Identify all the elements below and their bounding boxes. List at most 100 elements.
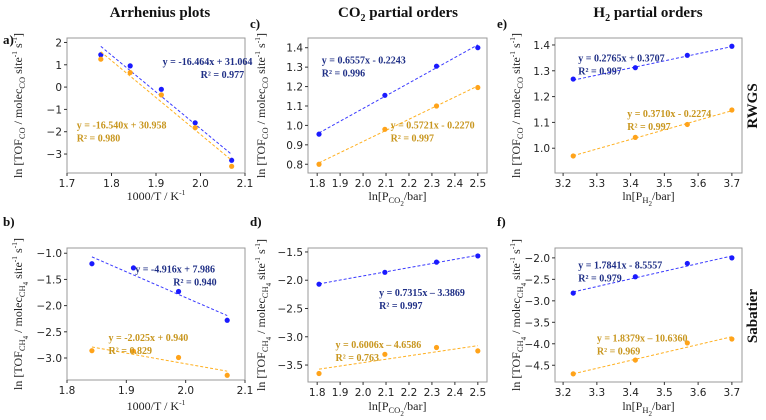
panel-label: d) [250, 214, 262, 229]
orange-fit-equation: y = 0.6006x – 4.6586 [336, 340, 422, 351]
label-segment: / molec [254, 89, 268, 128]
y-tick-label: −2.0 [37, 301, 63, 313]
label-segment: -1 [10, 51, 19, 57]
x-tick-label: 3.5 [656, 387, 673, 399]
orange-fit-line [573, 110, 733, 157]
x-tick-label: 2.1 [237, 178, 254, 190]
blue-data-point [729, 43, 735, 49]
y-tick-label: 1.0 [286, 120, 303, 132]
label-segment: site [254, 57, 268, 77]
panel-f: f) 3.2 3.3 3.4 3.5 3.6 3.7 −4.5 −4.0 −3.5 −3.0 −2.5… [497, 214, 743, 418]
panel-label: c) [250, 16, 260, 31]
label-segment: -1 [10, 242, 19, 248]
y-tick-label: 1.2 [286, 82, 303, 94]
panel-label: b) [3, 214, 15, 229]
y-tick-label: −4.0 [525, 339, 551, 351]
y-tick-label: 1.0 [533, 143, 550, 155]
label-segment: ln [TOF [254, 352, 268, 391]
blue-fit-line [318, 44, 479, 134]
x-tick-label: 1.9 [148, 178, 165, 190]
orange-data-point [433, 344, 440, 351]
x-axis-label: ln[PCO2/bar] [369, 399, 427, 418]
label-segment: ] [254, 239, 268, 243]
plot-frame [554, 37, 743, 174]
x-tick-label: 3.4 [622, 387, 639, 399]
label-segment: ln [TOF [254, 139, 268, 178]
y-axis-label: ln [TOFCH4 / molecCH4 site-1 s-1] [253, 239, 273, 391]
x-tick-label: 2.0 [192, 178, 209, 190]
label-segment: ln[P [369, 399, 389, 413]
label-segment: CH [17, 339, 27, 351]
label-segment: -1 [179, 188, 185, 197]
label-segment: 4 [265, 336, 273, 340]
x-tick-label: 2.3 [424, 387, 441, 399]
y-tick-label: 1.4 [286, 43, 303, 55]
label-segment: CO [260, 77, 270, 89]
orange-fit-line [318, 345, 478, 370]
label-segment: ] [509, 239, 523, 243]
blue-r-squared: R² = 0.996 [322, 68, 365, 79]
blue-data-point [127, 63, 133, 69]
x-axis-label: 1000/T / K-1 [127, 398, 186, 413]
orange-data-point [175, 354, 182, 361]
y-tick-label: −3.5 [525, 317, 551, 329]
label-segment: / molec [509, 298, 523, 337]
row-label-sabatier: Sabatier [745, 289, 761, 344]
x-tick-label: 2.5 [469, 387, 486, 399]
x-tick-label: 2.0 [355, 178, 372, 190]
orange-data-point [684, 121, 690, 128]
orange-data-point [729, 107, 735, 113]
label-segment: CO [515, 127, 525, 139]
label-segment: CO [389, 195, 401, 205]
blue-data-point [130, 265, 137, 271]
y-axis-label: ln [TOFCO / molecCO site-1 s-1] [508, 33, 525, 178]
y-tick-label: −1.5 [278, 247, 304, 259]
orange-r-squared: R² = 0.997 [627, 122, 670, 133]
blue-data-point [475, 45, 481, 51]
label-segment: CH [17, 285, 27, 297]
orange-fit-equation: y = -16.540x + 30.958 [77, 120, 167, 131]
label-segment: site [509, 263, 523, 283]
label-segment: 1000/T / K [127, 399, 180, 413]
x-tick-label: 1.8 [309, 387, 326, 399]
y-tick-label: −1.0 [37, 248, 63, 260]
blue-data-point [570, 290, 576, 296]
orange-data-point [158, 92, 164, 98]
y-tick-label: −1.5 [37, 274, 63, 286]
blue-fit-line [573, 46, 732, 81]
blue-r-squared: R² = 0.997 [578, 67, 621, 78]
label-segment: site [254, 263, 268, 283]
label-segment: -1 [10, 37, 19, 43]
label-segment: s [509, 43, 523, 51]
orange-fit-line [100, 51, 232, 161]
blue-data-point [89, 261, 95, 267]
y-tick-label: −2.0 [525, 253, 551, 265]
y-tick-label: −2.5 [278, 303, 304, 315]
orange-r-squared: R² = 0.980 [77, 133, 120, 144]
x-tick-label: 1.9 [332, 178, 349, 190]
blue-data-point [229, 157, 235, 163]
y-tick-label: −2.0 [278, 275, 304, 287]
blue-r-squared: R² = 0.977 [201, 70, 244, 81]
label-segment: ln [TOF [509, 352, 523, 391]
label-segment: CO [17, 77, 27, 89]
label-segment: /bar] [652, 189, 675, 203]
label-segment: -1 [10, 256, 19, 262]
orange-data-point [229, 163, 235, 169]
y-axis-label: ln [TOFCO / molecCO site-1 s-1] [10, 33, 27, 178]
label-segment: -1 [253, 243, 262, 249]
orange-fit-equation: y = -2.025x + 0.940 [109, 333, 189, 344]
label-segment: site [11, 262, 25, 282]
column-title-co2-orders: CO2 partial orders [338, 5, 458, 24]
plot-frame [307, 247, 488, 383]
blue-data-point [632, 274, 638, 280]
y-tick-label: −3.5 [278, 360, 304, 372]
blue-data-point [316, 281, 322, 287]
label-segment: ln [TOF [509, 139, 523, 178]
label-segment: CO [17, 127, 27, 139]
y-tick-label: −2.5 [525, 274, 551, 286]
orange-fit-line [573, 336, 732, 375]
panel-c: c) 1.8 1.9 2.0 2.1 2.2 2.3 2.4 2.5 0.8 0.9 1.0 1.1 1.… [250, 16, 488, 208]
plot-frame [66, 247, 246, 381]
